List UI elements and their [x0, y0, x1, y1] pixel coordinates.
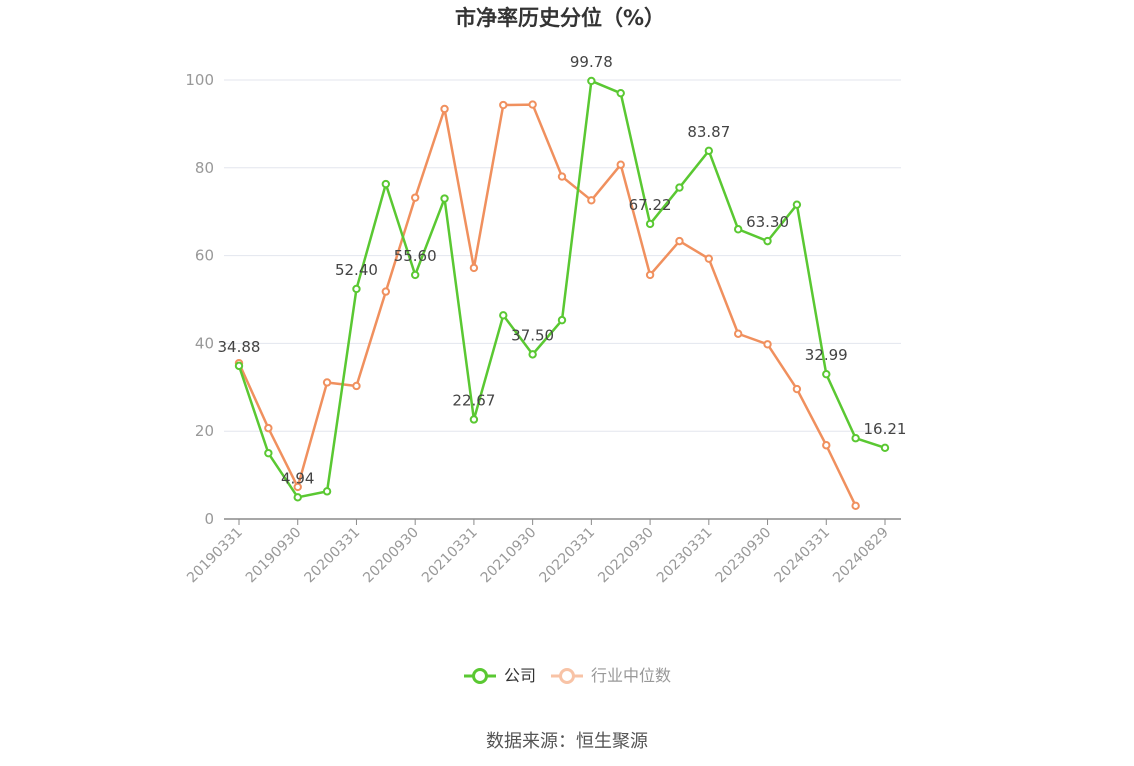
- legend-industry-marker: [559, 668, 575, 684]
- y-tick-label-0: 0: [204, 510, 214, 528]
- point-s0-20230630: [733, 225, 743, 234]
- point-s1-20200331: [352, 381, 361, 391]
- chart-title: 市净率历史分位（%）: [455, 6, 665, 30]
- data-label-20200331: 52.40: [335, 261, 378, 279]
- x-tick-label-20230331: 20230331: [654, 525, 716, 587]
- data-label-20240331: 32.99: [805, 346, 848, 364]
- x-tick-label-20210331: 20210331: [419, 525, 481, 587]
- point-s0-20200331: [352, 284, 361, 294]
- point-s0-20201231: [440, 194, 449, 203]
- series-line-0: [237, 79, 886, 499]
- x-tick-label-20200930: 20200930: [360, 525, 422, 587]
- x-tick-label-20220331: 20220331: [536, 525, 598, 587]
- point-s1-20190930: [293, 482, 302, 492]
- series-layer: [234, 76, 890, 511]
- point-s1-20240630: [851, 501, 860, 511]
- y-tick-label-60: 60: [195, 247, 214, 265]
- data-label-20220930: 67.22: [629, 196, 672, 214]
- point-s1-20220930: [645, 270, 655, 280]
- x-tick-label-20210930: 20210930: [478, 525, 540, 587]
- data-label-20200930: 55.60: [394, 247, 437, 265]
- y-tick-label-20: 20: [195, 422, 214, 440]
- point-s0-20220630: [616, 88, 625, 98]
- data-label-20240829: 16.21: [864, 420, 907, 438]
- data-label-20190930: 4.94: [281, 469, 314, 487]
- series-line-1: [237, 103, 857, 507]
- legend: 公司 行业中位数: [464, 666, 671, 685]
- point-s1-20211231: [557, 172, 567, 181]
- point-s0-20240630: [851, 434, 860, 443]
- data-labels: 34.88 4.94 52.40 55.60 22.67 37.50 99.78 67.22 8…: [218, 53, 907, 487]
- point-s1-20190630: [264, 423, 273, 433]
- point-s0-20231231: [792, 200, 802, 209]
- x-tick-label-20230930: 20230930: [713, 525, 775, 587]
- point-s0-20230930: [763, 236, 772, 246]
- x-tick-label-20200331: 20200331: [302, 525, 364, 587]
- point-s0-20190630: [264, 448, 273, 458]
- point-s1-20210630: [499, 100, 508, 110]
- point-s0-20210630: [499, 311, 508, 320]
- data-label-20210930: 37.50: [511, 326, 554, 344]
- point-s0-20240829: [880, 443, 890, 453]
- point-s0-20210930: [528, 350, 537, 359]
- point-s1-20210930: [528, 100, 537, 109]
- point-s1-20240331: [822, 441, 831, 450]
- point-s1-20221231: [675, 236, 684, 246]
- point-s1-20200930: [410, 193, 420, 202]
- legend-company-marker: [472, 668, 488, 684]
- data-label-20230331: 83.87: [687, 123, 730, 141]
- x-tick-label-20240829: 20240829: [830, 525, 892, 587]
- point-s1-20201231: [440, 104, 449, 114]
- point-s0-20210331: [469, 415, 479, 424]
- point-s0-20190331: [234, 361, 244, 371]
- x-tick-label-20190331: 20190331: [184, 525, 246, 587]
- legend-item-industry-median[interactable]: 行业中位数: [551, 666, 671, 685]
- point-s1-20230331: [704, 254, 714, 263]
- point-s1-20230930: [763, 340, 772, 349]
- point-s0-20190930: [293, 493, 302, 502]
- point-s0-20200930: [410, 270, 420, 280]
- legend-industry-label: 行业中位数: [591, 666, 671, 685]
- point-s1-20210331: [469, 263, 479, 273]
- point-s1-20230630: [733, 329, 743, 338]
- point-s1-20220331: [587, 196, 596, 205]
- data-source: 数据来源：恒生聚源: [486, 731, 648, 752]
- x-tick-label-20240331: 20240331: [771, 525, 833, 587]
- data-label-20220331: 99.78: [570, 53, 613, 71]
- y-tick-label-100: 100: [185, 71, 214, 89]
- data-label-20190331: 34.88: [218, 338, 261, 356]
- point-s0-20240331: [822, 369, 831, 379]
- point-s1-20220630: [616, 160, 625, 169]
- x-tick-label-20220930: 20220930: [595, 525, 657, 587]
- point-s0-20200630: [381, 179, 391, 189]
- y-tick-label-40: 40: [195, 334, 214, 352]
- x-tick-label-20190930: 20190930: [243, 525, 305, 587]
- y-axis-ticks: 0 20 40 60 80 100: [185, 71, 214, 528]
- point-s0-20211231: [557, 315, 567, 325]
- data-label-20230930: 63.30: [746, 213, 789, 231]
- point-s0-20220331: [587, 76, 596, 86]
- grid-lines: [224, 79, 901, 432]
- y-tick-label-80: 80: [195, 159, 214, 177]
- legend-company-label: 公司: [504, 666, 536, 685]
- point-s0-20191231: [322, 487, 332, 496]
- point-s0-20230331: [704, 146, 714, 156]
- legend-item-company[interactable]: 公司: [464, 666, 536, 685]
- x-axis: 2019033120190930202003312020093020210331…: [184, 518, 901, 587]
- data-label-20210331: 22.67: [452, 391, 495, 409]
- point-s1-20200630: [381, 287, 391, 296]
- point-s0-20220930: [645, 219, 655, 229]
- point-s0-20221231: [675, 183, 684, 192]
- point-s1-20191231: [322, 378, 332, 387]
- point-s1-20231231: [792, 384, 802, 394]
